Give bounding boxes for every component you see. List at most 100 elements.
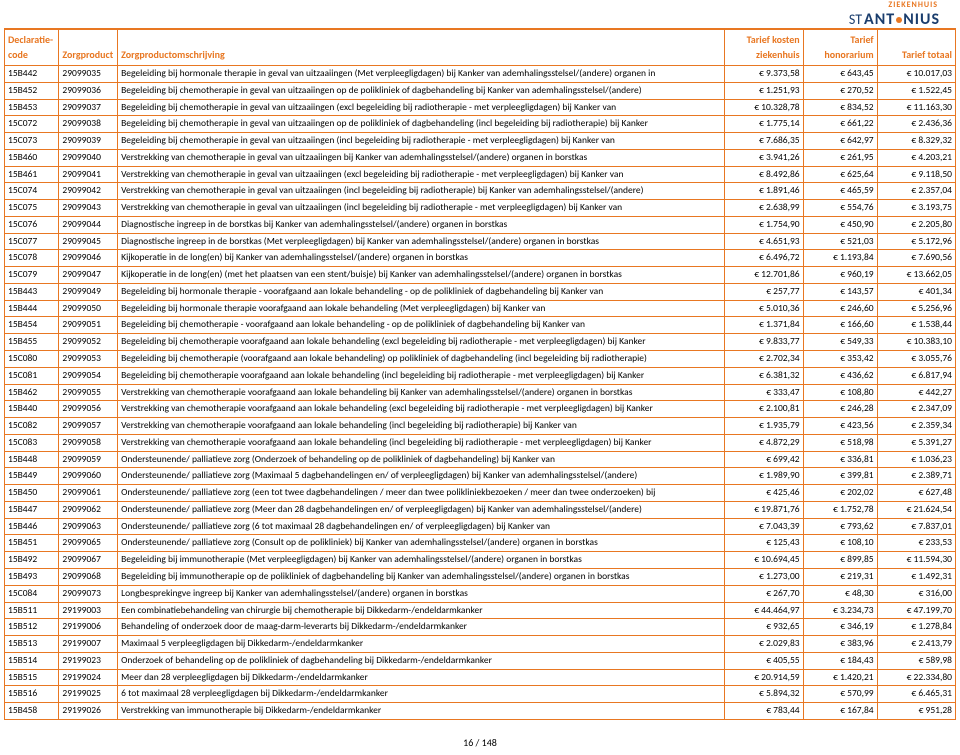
- cell-total: € 8.329,32: [877, 133, 955, 150]
- cell-total: € 3.193,75: [877, 200, 955, 217]
- cell-code: 15B514: [5, 652, 59, 669]
- cell-cost: € 9.373,58: [725, 66, 803, 83]
- table-row: 15B46129099041Verstrekking van chemother…: [5, 166, 956, 183]
- table-row: 15B45329099037Begeleiding bij chemothera…: [5, 99, 956, 116]
- cell-desc: Ondersteunende/ palliatieve zorg (Onderz…: [118, 451, 725, 468]
- cell-desc: Begeleiding bij hormonale therapie voora…: [118, 300, 725, 317]
- cell-cost: € 1.273,00: [725, 568, 803, 585]
- brand-logo: ZIEKENHUIS ST ANT NIUS: [849, 0, 940, 29]
- cell-hon: € 336,81: [803, 451, 877, 468]
- cell-code: 15B440: [5, 401, 59, 418]
- cell-cost: € 699,42: [725, 451, 803, 468]
- cell-hon: € 793,62: [803, 518, 877, 535]
- cell-cost: € 2.029,83: [725, 636, 803, 653]
- cell-cost: € 44.464,97: [725, 602, 803, 619]
- cell-total: € 627,48: [877, 485, 955, 502]
- th-product: Zorgproduct: [59, 29, 118, 66]
- cell-cost: € 10.328,78: [725, 99, 803, 116]
- cell-desc: Begeleiding bij chemotherapie in geval v…: [118, 116, 725, 133]
- cell-code: 15C076: [5, 216, 59, 233]
- th-code-l2: code: [8, 48, 28, 61]
- cell-product: 29099073: [59, 585, 118, 602]
- cell-total: € 5.391,27: [877, 434, 955, 451]
- cell-total: € 5.172,96: [877, 233, 955, 250]
- table-row: 15C07429099042Verstrekking van chemother…: [5, 183, 956, 200]
- table-row: 15B51129199003Een combinatiebehandeling …: [5, 602, 956, 619]
- cell-hon: € 246,60: [803, 300, 877, 317]
- cell-code: 15B455: [5, 334, 59, 351]
- cell-hon: € 1.193,84: [803, 250, 877, 267]
- cell-code: 15C082: [5, 418, 59, 435]
- cell-desc: Begeleiding bij immunotherapie (Met verp…: [118, 552, 725, 569]
- cell-hon: € 1.420,21: [803, 669, 877, 686]
- cell-product: 29099058: [59, 434, 118, 451]
- cell-product: 29099044: [59, 216, 118, 233]
- cell-product: 29199003: [59, 602, 118, 619]
- cell-desc: Longbesprekingve ingreep bij Kanker van …: [118, 585, 725, 602]
- cell-code: 15B515: [5, 669, 59, 686]
- table-row: 15C07529099043Verstrekking van chemother…: [5, 200, 956, 217]
- table-row: 15B45029099061Ondersteunende/ palliatiev…: [5, 485, 956, 502]
- cell-product: 29099065: [59, 535, 118, 552]
- cell-cost: € 7.043,39: [725, 518, 803, 535]
- cell-total: € 7.837,01: [877, 518, 955, 535]
- cell-total: € 6.465,31: [877, 686, 955, 703]
- table-row: 15B51329199007Maximaal 5 verpleegligdage…: [5, 636, 956, 653]
- cell-code: 15C080: [5, 351, 59, 368]
- logo-st: ST: [849, 11, 862, 28]
- cell-code: 15C075: [5, 200, 59, 217]
- cell-cost: € 1.775,14: [725, 116, 803, 133]
- logo-dot-icon: [896, 17, 902, 23]
- cell-product: 29099036: [59, 82, 118, 99]
- th-hon: Tariefhonorarium: [803, 29, 877, 66]
- cell-desc: Meer dan 28 verpleegligdagen bij Dikkeda…: [118, 669, 725, 686]
- cell-hon: € 219,31: [803, 568, 877, 585]
- cell-desc: Ondersteunende/ palliatieve zorg (6 tot …: [118, 518, 725, 535]
- cell-total: € 6.817,94: [877, 367, 955, 384]
- table-row: 15B51429199023Onderzoek of behandeling o…: [5, 652, 956, 669]
- cell-hon: € 450,90: [803, 216, 877, 233]
- cell-hon: € 960,19: [803, 267, 877, 284]
- table-row: 15B44829099059Ondersteunende/ palliatiev…: [5, 451, 956, 468]
- cell-total: € 2.205,80: [877, 216, 955, 233]
- cell-desc: Ondersteunende/ palliatieve zorg (Meer d…: [118, 501, 725, 518]
- cell-total: € 2.347,09: [877, 401, 955, 418]
- cell-product: 29199006: [59, 619, 118, 636]
- cell-total: € 316,00: [877, 585, 955, 602]
- cell-desc: Ondersteunende/ palliatieve zorg (een to…: [118, 485, 725, 502]
- cell-product: 29099062: [59, 501, 118, 518]
- cell-desc: Begeleiding bij immunotherapie op de pol…: [118, 568, 725, 585]
- cell-desc: Een combinatiebehandeling van chirurgie …: [118, 602, 725, 619]
- cell-desc: Begeleiding bij chemotherapie voorafgaan…: [118, 367, 725, 384]
- logo-wordmark: ST ANT NIUS: [849, 10, 940, 29]
- cell-desc: Diagnostische ingreep in de borstkas bij…: [118, 216, 725, 233]
- cell-product: 29099038: [59, 116, 118, 133]
- cell-product: 29199023: [59, 652, 118, 669]
- cell-hon: € 270,52: [803, 82, 877, 99]
- cell-product: 29099045: [59, 233, 118, 250]
- cell-total: € 2.357,04: [877, 183, 955, 200]
- cell-total: € 2.359,34: [877, 418, 955, 435]
- table-row: 15C07329099039Begeleiding bij chemothera…: [5, 133, 956, 150]
- cell-total: € 11.594,30: [877, 552, 955, 569]
- table-row: 15B45229099036Begeleiding bij chemothera…: [5, 82, 956, 99]
- logo-name-right: NIUS: [903, 10, 940, 29]
- table-row: 15B44729099062Ondersteunende/ palliatiev…: [5, 501, 956, 518]
- cell-code: 15C078: [5, 250, 59, 267]
- cell-code: 15B511: [5, 602, 59, 619]
- cell-cost: € 1.251,93: [725, 82, 803, 99]
- cell-total: € 2.436,36: [877, 116, 955, 133]
- cell-desc: Begeleiding bij chemotherapie (voorafgaa…: [118, 351, 725, 368]
- table-row: 15C08229099057Verstrekking van chemother…: [5, 418, 956, 435]
- th-code: Declaratie-code: [5, 29, 59, 66]
- cell-desc: Verstrekking van chemotherapie voorafgaa…: [118, 434, 725, 451]
- table-row: 15B51229199006Behandeling of onderzoek d…: [5, 619, 956, 636]
- table-row: 15B44429099050Begeleiding bij hormonale …: [5, 300, 956, 317]
- table-row: 15B45129099065Ondersteunende/ palliatiev…: [5, 535, 956, 552]
- cell-hon: € 48,30: [803, 585, 877, 602]
- cell-cost: € 1.754,90: [725, 216, 803, 233]
- cell-total: € 442,27: [877, 384, 955, 401]
- cell-cost: € 405,55: [725, 652, 803, 669]
- cell-total: € 233,53: [877, 535, 955, 552]
- cell-hon: € 167,84: [803, 703, 877, 720]
